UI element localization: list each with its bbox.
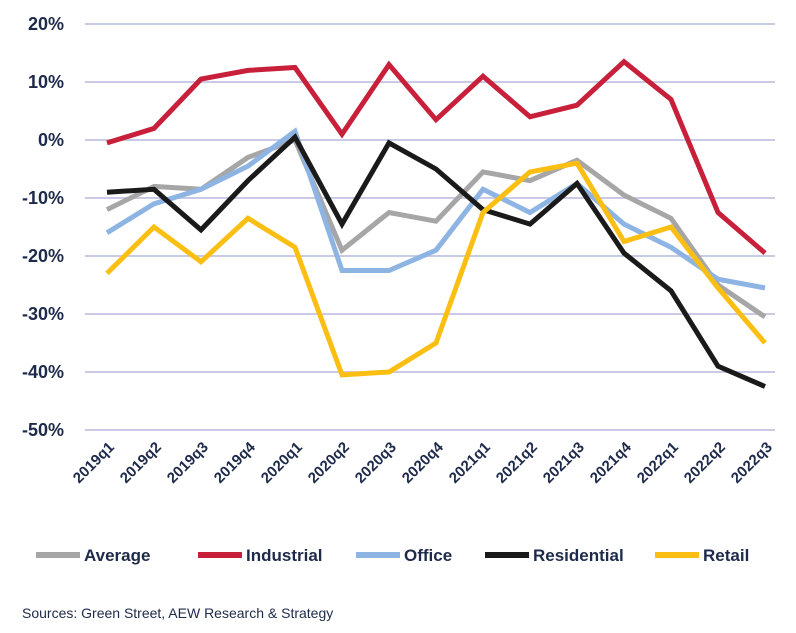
source-note: Sources: Green Street, AEW Research & St… bbox=[22, 605, 334, 621]
series-line-office bbox=[105, 127, 766, 291]
x-tick-label: 2022q3 bbox=[728, 439, 776, 487]
x-tick-label: 2019q2 bbox=[117, 439, 165, 487]
x-tick-label: 2022q2 bbox=[681, 439, 729, 487]
x-tick-label: 2019q3 bbox=[164, 439, 212, 487]
x-tick-label: 2020q2 bbox=[305, 439, 353, 487]
x-tick-label: 2020q1 bbox=[258, 439, 306, 487]
y-tick-label: -30% bbox=[22, 304, 64, 324]
x-tick-label: 2021q4 bbox=[587, 438, 635, 486]
x-tick-label: 2021q3 bbox=[540, 439, 588, 487]
y-tick-label: -50% bbox=[22, 420, 64, 440]
y-tick-label: -40% bbox=[22, 362, 64, 382]
legend-label-residential: Residential bbox=[533, 546, 624, 565]
series-line-industrial bbox=[106, 58, 767, 255]
y-tick-label: 0% bbox=[38, 130, 64, 150]
legend-label-retail: Retail bbox=[703, 546, 749, 565]
legend-label-average: Average bbox=[84, 546, 150, 565]
x-tick-label: 2022q1 bbox=[634, 439, 682, 487]
x-tick-label: 2021q1 bbox=[446, 439, 494, 487]
series-line-retail bbox=[105, 160, 767, 378]
x-tick-label: 2020q3 bbox=[352, 439, 400, 487]
legend-label-industrial: Industrial bbox=[246, 546, 323, 565]
legend: Average Industrial Office Residential Retail bbox=[36, 546, 749, 565]
y-tick-label: 20% bbox=[28, 14, 64, 34]
x-axis-ticks: 2019q1 2019q2 2019q3 2019q4 2020q1 2020q2 2020… bbox=[70, 438, 776, 486]
series-lines bbox=[105, 58, 767, 389]
legend-label-office: Office bbox=[404, 546, 452, 565]
y-tick-label: 10% bbox=[28, 72, 64, 92]
x-tick-label: 2021q2 bbox=[493, 439, 541, 487]
y-tick-label: -10% bbox=[22, 188, 64, 208]
series-line-residential bbox=[106, 133, 766, 389]
x-tick-label: 2019q4 bbox=[211, 438, 259, 486]
x-tick-label: 2020q4 bbox=[399, 438, 447, 486]
y-tick-label: -20% bbox=[22, 246, 64, 266]
x-tick-label: 2019q1 bbox=[70, 439, 118, 487]
y-axis-ticks: 20% 10% 0% -10% -20% -30% -40% -50% bbox=[22, 14, 64, 440]
series-line-average bbox=[105, 136, 767, 319]
